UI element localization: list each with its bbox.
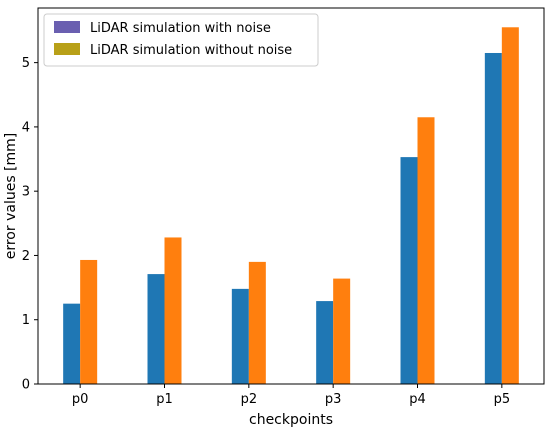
bar-p5-series-0 bbox=[484, 52, 502, 384]
bars-layer bbox=[63, 27, 519, 385]
x-tick-label-p3: p3 bbox=[325, 392, 342, 407]
y-tick-label: 1 bbox=[22, 313, 30, 328]
y-tick-label: 0 bbox=[22, 378, 30, 393]
bar-p2-series-0 bbox=[231, 288, 249, 384]
legend-swatch-without-noise bbox=[54, 43, 80, 55]
legend-label-without-noise: LiDAR simulation without noise bbox=[90, 43, 292, 58]
x-tick-label-p5: p5 bbox=[494, 392, 511, 407]
bar-p0-series-0 bbox=[63, 303, 81, 384]
y-tick-label: 2 bbox=[22, 249, 30, 264]
bar-p0-series-1 bbox=[80, 259, 98, 384]
bar-p1-series-1 bbox=[164, 237, 182, 384]
legend-label-with-noise: LiDAR simulation with noise bbox=[90, 21, 271, 36]
bar-p2-series-1 bbox=[248, 261, 266, 384]
legend: LiDAR simulation with noise LiDAR simula… bbox=[43, 13, 319, 67]
bar-p3-series-1 bbox=[333, 278, 351, 384]
plot-frame bbox=[37, 7, 545, 385]
bar-p3-series-0 bbox=[316, 301, 334, 384]
y-tick-label: 5 bbox=[22, 56, 30, 71]
y-tick-label: 4 bbox=[22, 120, 30, 135]
bar-p5-series-1 bbox=[501, 27, 519, 385]
x-tick-label-p4: p4 bbox=[409, 392, 426, 407]
x-tick-label-p1: p1 bbox=[156, 392, 173, 407]
x-tick-label-p2: p2 bbox=[241, 392, 258, 407]
bar-p4-series-0 bbox=[400, 157, 418, 384]
bar-p1-series-0 bbox=[147, 274, 165, 384]
x-tick-label-p0: p0 bbox=[72, 392, 89, 407]
bar-p4-series-1 bbox=[417, 117, 435, 384]
x-axis-label: checkpoints bbox=[249, 412, 333, 428]
y-tick-label: 3 bbox=[22, 185, 30, 200]
ticks-layer: 0 1 2 3 4 5 p0 p1 p2 p3 p4 p5 bbox=[22, 56, 510, 407]
axes-layer bbox=[37, 7, 545, 385]
legend-swatch-with-noise bbox=[54, 21, 80, 33]
legend-box bbox=[43, 13, 319, 67]
y-axis-label: error values [mm] bbox=[3, 133, 19, 260]
